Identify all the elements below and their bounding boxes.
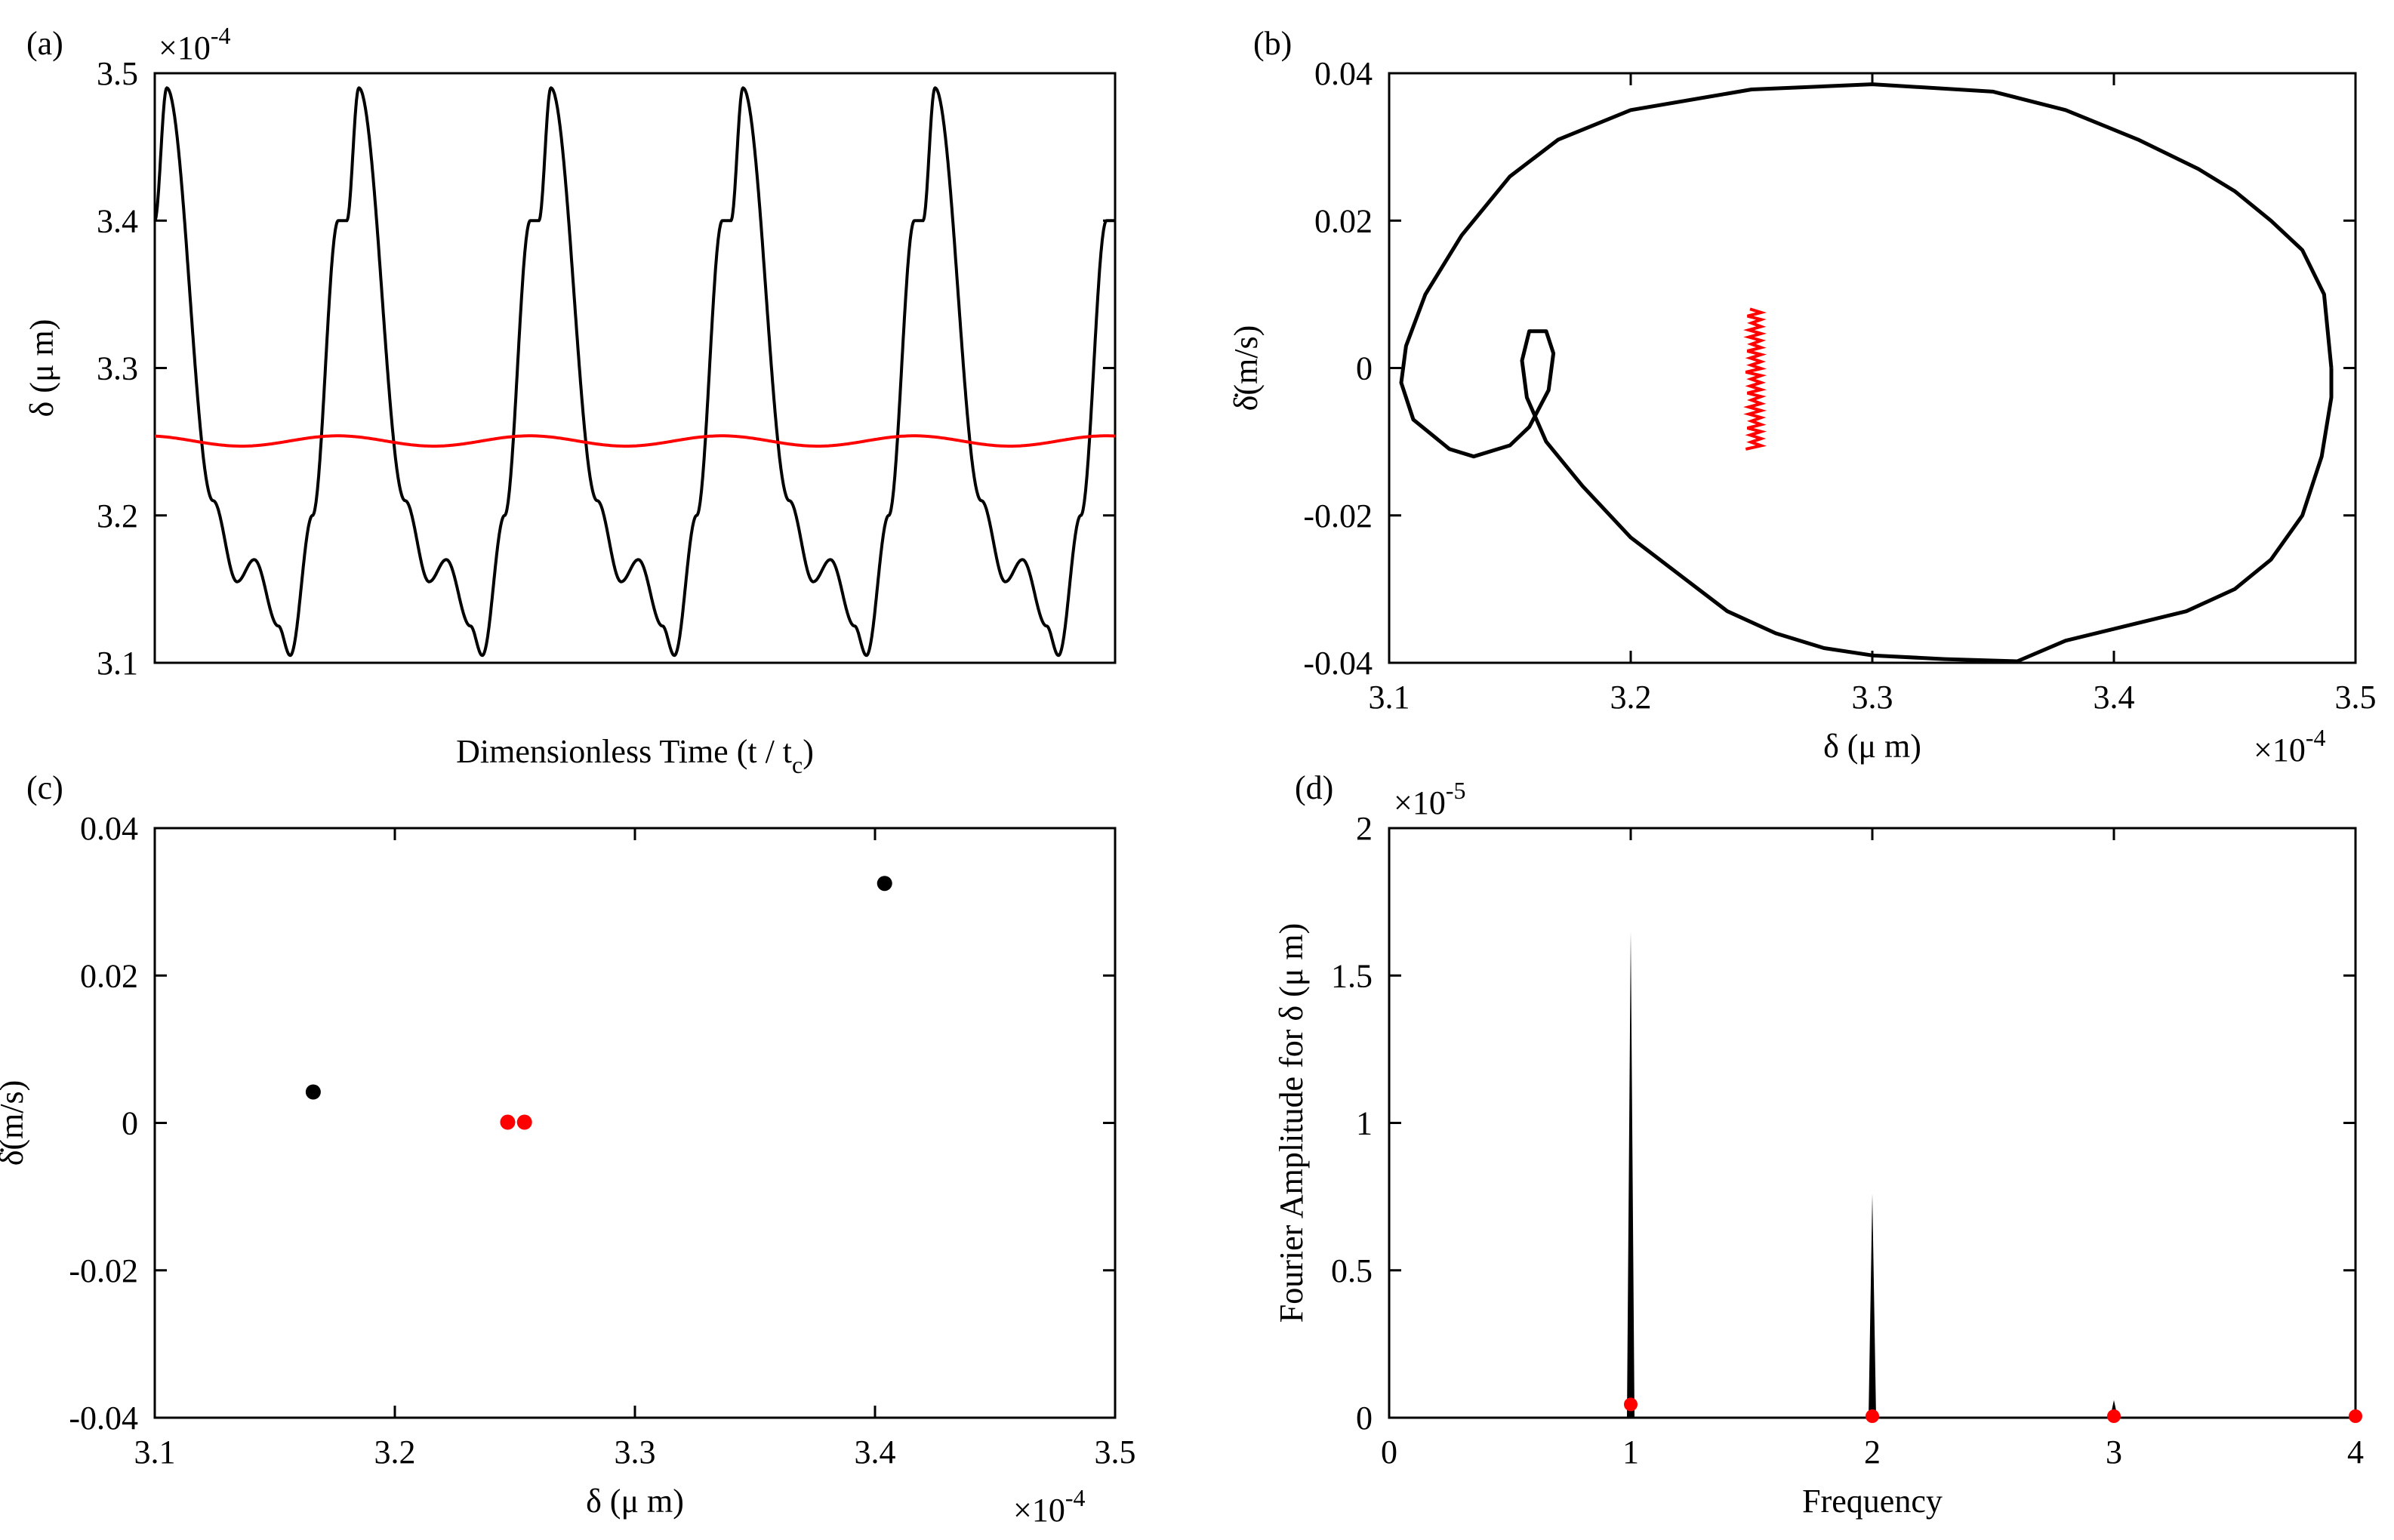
scatter-point-black — [877, 876, 892, 892]
x-tick-label: 3.4 — [2094, 679, 2135, 716]
y-tick-label: 3.5 — [97, 55, 138, 92]
panel-c: (c) -0.04 -0.02 0 0.02 0.04 3.1 3.2 3.3 3.4 3.5 ×10… — [0, 769, 1136, 1529]
x-axis-label: Frequency — [1802, 1483, 1943, 1520]
y-tick-label: -0.04 — [1303, 645, 1373, 682]
y-tick-label: 3.2 — [97, 497, 138, 534]
scatter-point-black — [305, 1084, 321, 1100]
x-axis-label-sub: c — [792, 751, 803, 778]
panel-label: (c) — [26, 769, 63, 806]
x-tick-label: 3.3 — [1852, 679, 1893, 716]
axis-exponent: ×10-4 — [1013, 1484, 1085, 1529]
spectrum-point-red — [2349, 1409, 2362, 1423]
x-tick-label: 3.2 — [1610, 679, 1652, 716]
exponent-power: -5 — [1446, 777, 1466, 804]
x-axis-label: δ (μ m) — [586, 1483, 684, 1520]
x-tick-label: 3.2 — [374, 1434, 416, 1471]
y-axis-label: δ̇(m/s) — [1228, 325, 1265, 411]
x-tick-label: 0 — [1381, 1434, 1397, 1471]
panel-b: (b) -0.04 -0.02 0 0.02 0.04 3.1 3.2 3.3 3.4 3.5 ×10… — [1228, 25, 2377, 768]
x-tick-label: 3.5 — [2335, 679, 2377, 716]
y-axis-label: δ (μ m) — [23, 319, 60, 417]
exponent-base: ×10 — [159, 29, 211, 66]
y-tick-label: 0 — [1356, 350, 1373, 387]
exponent-power: -4 — [211, 22, 231, 49]
y-axis-label: Fourier Amplitude for δ (μ m) — [1273, 923, 1310, 1323]
panel-a: (a) 3.1 3.2 3.3 3.4 3.5 ×10-4 δ (μ m) Dimensionl… — [23, 22, 1117, 778]
spectrum-point-red — [1866, 1409, 1879, 1423]
plot-frame — [1388, 72, 2357, 664]
y-tick-label: 0 — [122, 1105, 138, 1142]
exponent-power: -4 — [1065, 1484, 1086, 1511]
exponent-power: -4 — [2306, 724, 2326, 751]
y-tick-label: 1 — [1356, 1105, 1373, 1142]
exponent-base: ×10 — [2254, 732, 2306, 768]
x-tick-label: 3.5 — [1095, 1434, 1136, 1471]
panel-label: (a) — [26, 25, 63, 62]
y-tick-label: 3.1 — [97, 645, 138, 682]
panel-label: (d) — [1295, 769, 1333, 806]
y-tick-label: 3.4 — [97, 202, 138, 239]
x-tick-label: 1 — [1622, 1434, 1639, 1471]
y-tick-label: -0.02 — [69, 1252, 138, 1289]
y-tick-label: 1.5 — [1331, 957, 1373, 994]
y-tick-label: -0.02 — [1303, 497, 1373, 534]
y-tick-label: -0.04 — [69, 1400, 138, 1437]
y-tick-label: 2 — [1356, 810, 1373, 847]
x-axis-label-end: ) — [803, 733, 814, 770]
panel-d: (d) 0 0.5 1 1.5 2 0 1 2 3 4 ×10-5 Fourier Amplitude … — [1273, 769, 2364, 1520]
x-axis-label: δ (μ m) — [1823, 728, 1921, 765]
plot-frame — [153, 72, 1117, 664]
series-red-line — [154, 434, 1116, 448]
plot-frame — [153, 827, 1117, 1419]
x-tick-label: 3.1 — [1369, 679, 1410, 716]
y-tick-label: 0.5 — [1331, 1252, 1373, 1289]
scatter-point-red — [500, 1114, 516, 1130]
panel-label: (b) — [1253, 25, 1292, 62]
spectrum-point-red — [1624, 1397, 1638, 1412]
y-tick-label: 0.02 — [1314, 202, 1373, 239]
spectrum-point-red — [2107, 1409, 2121, 1423]
x-tick-label: 3.3 — [615, 1434, 656, 1471]
y-tick-label: 0.02 — [80, 957, 138, 994]
x-tick-label: 3 — [2106, 1434, 2122, 1471]
axis-exponent: ×10-5 — [1394, 777, 1465, 821]
x-tick-label: 2 — [1864, 1434, 1881, 1471]
exponent-base: ×10 — [1394, 784, 1446, 821]
y-tick-label: 0.04 — [80, 810, 138, 847]
y-tick-label: 3.3 — [97, 350, 138, 387]
axis-exponent: ×10-4 — [2254, 724, 2325, 768]
x-tick-label: 3.4 — [855, 1434, 896, 1471]
series-red-orbit — [1743, 307, 1767, 451]
y-axis-label: δ̇(m/s) — [0, 1080, 30, 1166]
spectrum-peak-black — [1869, 1194, 1876, 1418]
x-axis-label-main: Dimensionless Time (t / t — [456, 733, 792, 770]
x-axis-label: Dimensionless Time (t / tc) — [456, 733, 814, 778]
series-black-line — [153, 86, 1115, 658]
y-tick-label: 0 — [1356, 1400, 1373, 1437]
exponent-base: ×10 — [1013, 1492, 1065, 1529]
scatter-point-red — [516, 1114, 532, 1130]
axis-exponent: ×10-4 — [159, 22, 230, 66]
y-tick-label: 0.04 — [1314, 55, 1373, 92]
x-tick-label: 3.1 — [134, 1434, 176, 1471]
series-black-orbit — [1399, 82, 2334, 664]
x-tick-label: 4 — [2347, 1434, 2364, 1471]
spectrum-peak-black — [1627, 931, 1635, 1418]
